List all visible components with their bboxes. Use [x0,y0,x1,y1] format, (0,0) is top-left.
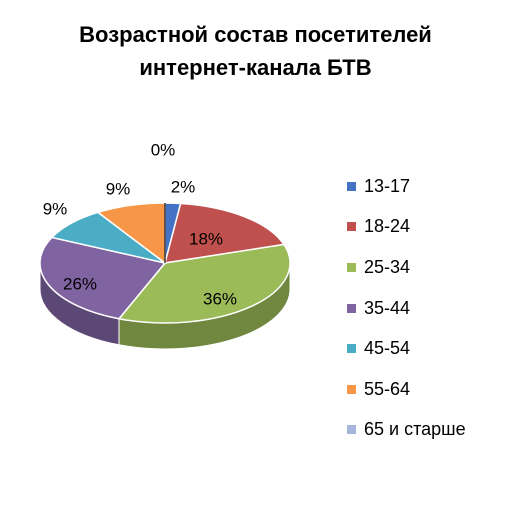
chart-title-line-2: интернет-канала БТВ [139,55,372,80]
legend-swatch [347,262,356,272]
legend: 13-17 18-24 25-34 35-44 45-54 55-64 65 и старш… [347,166,466,450]
pie-slice-18-24 [163,202,286,264]
data-label-35-44: 26% [63,274,97,293]
legend-swatch [347,425,356,435]
legend-swatch [347,344,356,354]
legend-item-25-34: 25-34 [347,247,466,288]
data-label-45-54: 9% [43,199,68,218]
data-label-55-64: 9% [106,179,131,198]
legend-item-55-64: 55-64 [347,369,466,410]
legend-label: 55-64 [364,378,411,399]
legend-label: 18-24 [364,216,411,237]
legend-swatch [347,222,356,232]
legend-item-65 и старше: 65 и старше [347,410,466,451]
legend-item-35-44: 35-44 [347,288,466,329]
legend-swatch [347,181,356,191]
legend-item-18-24: 18-24 [347,207,466,248]
legend-item-45-54: 45-54 [347,328,466,369]
legend-swatch [347,303,356,313]
data-label-13-17: 2% [171,177,196,196]
pie-slice-35-44 [39,236,167,320]
data-label-65 и старше: 0% [151,140,176,159]
legend-item-13-17: 13-17 [347,166,466,207]
data-label-18-24: 18% [189,229,223,248]
legend-label: 13-17 [364,175,411,196]
legend-label: 35-44 [364,297,411,318]
chart-title: Возрастной состав посетителей интернет-к… [0,18,511,84]
pie-slice-25-34 [117,243,291,324]
legend-label: 25-34 [364,256,411,277]
legend-label: 45-54 [364,338,411,359]
legend-swatch [347,384,356,394]
chart-title-line-1: Возрастной состав посетителей [79,22,432,47]
legend-label: 65 и старше [364,419,466,440]
data-label-25-34: 36% [203,289,237,308]
